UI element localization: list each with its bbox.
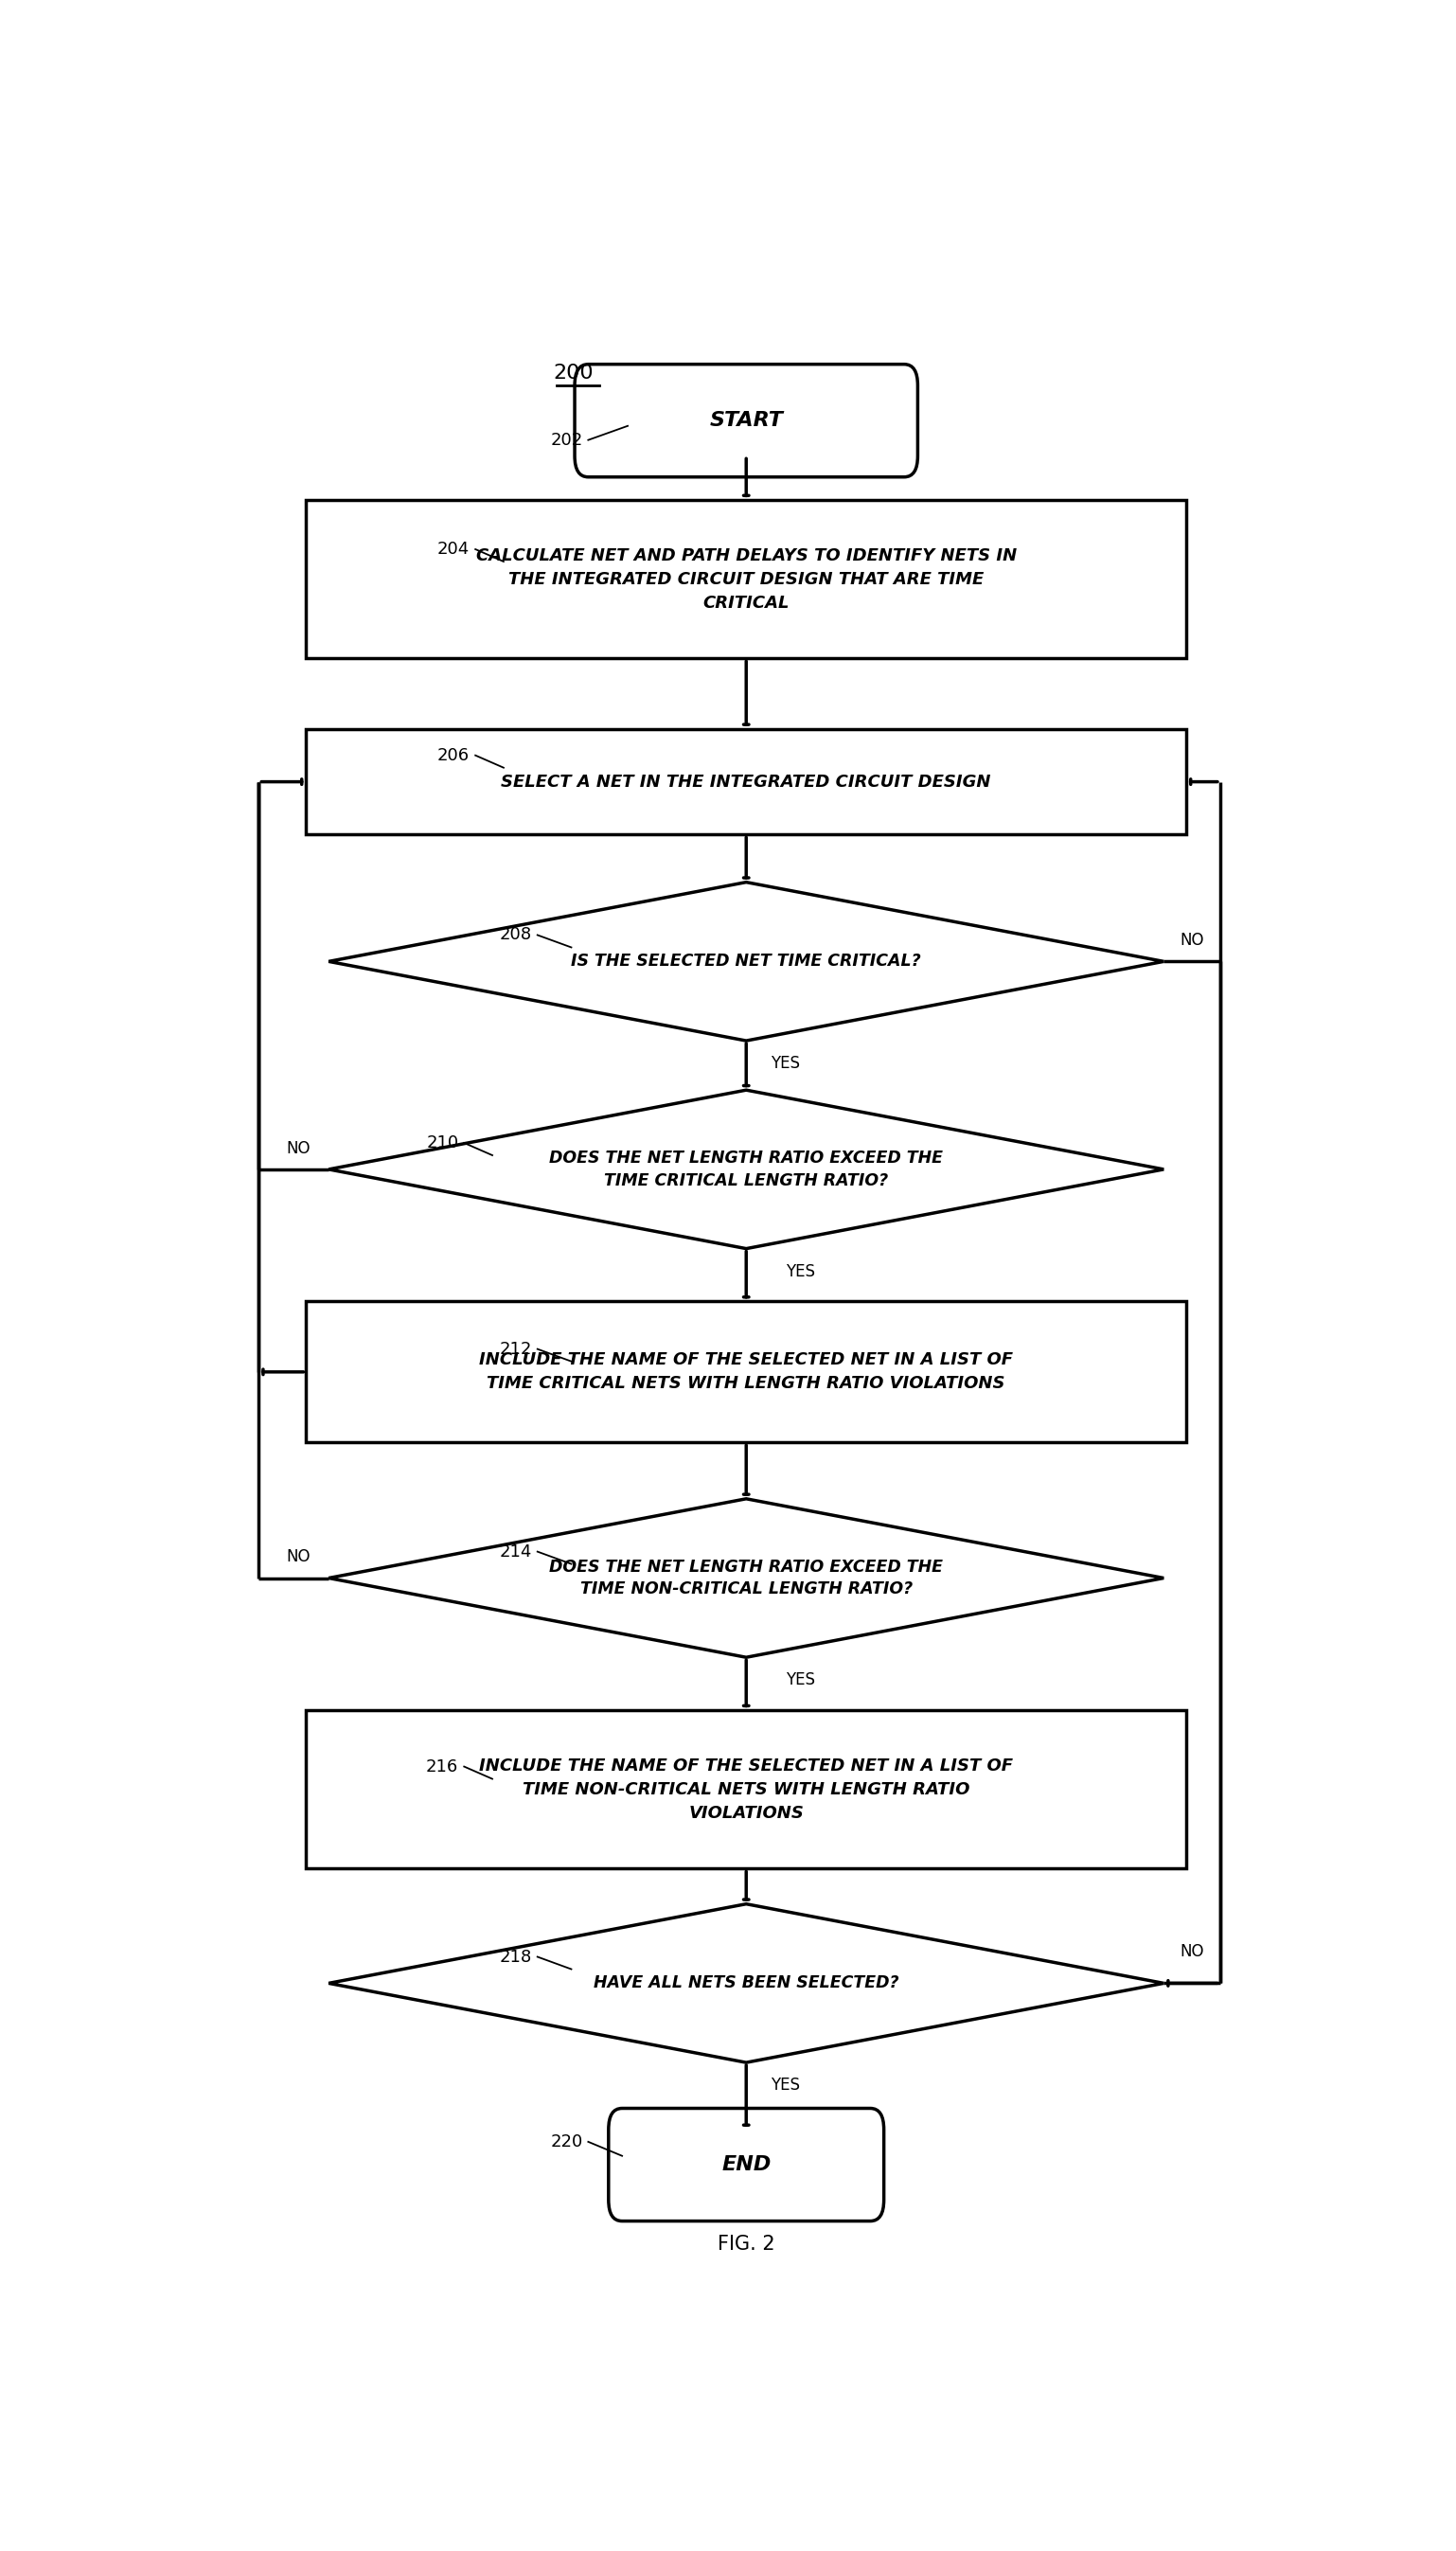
Polygon shape [329, 1903, 1163, 2064]
Text: YES: YES [772, 1056, 801, 1071]
Text: 220: 220 [550, 2133, 582, 2150]
Text: END: END [721, 2156, 772, 2173]
Text: 206: 206 [437, 747, 470, 763]
Text: 214: 214 [499, 1543, 531, 1561]
Text: DOES THE NET LENGTH RATIO EXCEED THE
TIME NON-CRITICAL LENGTH RATIO?: DOES THE NET LENGTH RATIO EXCEED THE TIM… [549, 1559, 943, 1597]
Text: 212: 212 [499, 1339, 531, 1357]
Text: NO: NO [287, 1548, 310, 1566]
Text: SELECT A NET IN THE INTEGRATED CIRCUIT DESIGN: SELECT A NET IN THE INTEGRATED CIRCUIT D… [501, 773, 992, 791]
Text: START: START [709, 411, 783, 431]
Bar [306, 1301, 1187, 1441]
Text: 204: 204 [437, 541, 470, 559]
Text: YES: YES [772, 2077, 801, 2094]
Text: 200: 200 [553, 365, 594, 383]
Bar [306, 500, 1187, 658]
Text: INCLUDE THE NAME OF THE SELECTED NET IN A LIST OF
TIME CRITICAL NETS WITH LENGTH: INCLUDE THE NAME OF THE SELECTED NET IN … [479, 1352, 1013, 1393]
FancyBboxPatch shape [609, 2107, 884, 2222]
Text: NO: NO [287, 1140, 310, 1156]
Text: NO: NO [1179, 931, 1204, 949]
Text: YES: YES [786, 1263, 815, 1281]
Text: INCLUDE THE NAME OF THE SELECTED NET IN A LIST OF
TIME NON-CRITICAL NETS WITH LE: INCLUDE THE NAME OF THE SELECTED NET IN … [479, 1758, 1013, 1821]
Bar [306, 730, 1187, 834]
Text: 202: 202 [550, 431, 582, 449]
Text: 208: 208 [499, 926, 531, 944]
Text: FIG. 2: FIG. 2 [718, 2235, 775, 2253]
Polygon shape [329, 1500, 1163, 1658]
FancyBboxPatch shape [575, 365, 917, 477]
Polygon shape [329, 883, 1163, 1041]
Text: NO: NO [1179, 1944, 1204, 1959]
Polygon shape [329, 1089, 1163, 1247]
Text: 210: 210 [427, 1135, 459, 1151]
Bar [306, 1709, 1187, 1870]
Text: HAVE ALL NETS BEEN SELECTED?: HAVE ALL NETS BEEN SELECTED? [594, 1974, 898, 1992]
Text: 216: 216 [427, 1758, 459, 1775]
Text: CALCULATE NET AND PATH DELAYS TO IDENTIFY NETS IN
THE INTEGRATED CIRCUIT DESIGN : CALCULATE NET AND PATH DELAYS TO IDENTIF… [476, 546, 1016, 612]
Text: YES: YES [786, 1671, 815, 1689]
Text: IS THE SELECTED NET TIME CRITICAL?: IS THE SELECTED NET TIME CRITICAL? [571, 954, 922, 969]
Text: 218: 218 [499, 1949, 531, 1964]
Text: DOES THE NET LENGTH RATIO EXCEED THE
TIME CRITICAL LENGTH RATIO?: DOES THE NET LENGTH RATIO EXCEED THE TIM… [549, 1151, 943, 1189]
